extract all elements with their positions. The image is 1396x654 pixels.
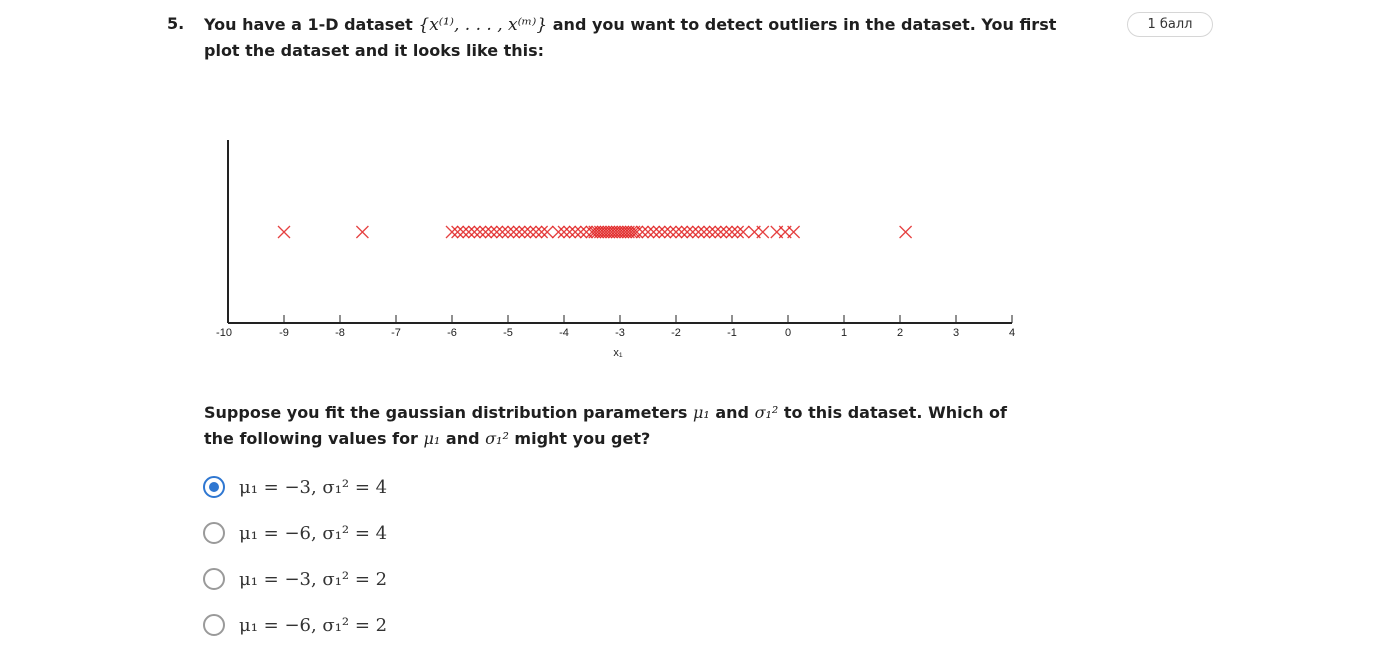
data-point-x-marker (540, 225, 554, 239)
data-point-x-marker (484, 225, 498, 239)
data-point-x-marker (725, 225, 739, 239)
data-point-x-marker (624, 225, 638, 239)
data-point-x-marker (680, 225, 694, 239)
data-point-x-marker (551, 225, 565, 239)
data-point-x-marker (557, 225, 571, 239)
data-point-x-marker (714, 225, 728, 239)
data-point-x-marker (658, 225, 672, 239)
option-1[interactable]: μ₁ = −3, σ₁² = 4 (203, 474, 387, 500)
x-tick-label: 2 (897, 327, 903, 339)
data-point-x-marker (719, 225, 733, 239)
data-point-x-marker (787, 225, 801, 239)
x-tick-label: -10 (216, 327, 232, 339)
data-point-x-marker (277, 225, 291, 239)
data-point-x-marker (456, 225, 470, 239)
option-4[interactable]: μ₁ = −6, σ₁² = 2 (203, 612, 387, 638)
option-3-label: μ₁ = −3, σ₁² = 2 (239, 568, 388, 590)
x-tick-label: -3 (615, 327, 625, 339)
data-point-x-marker (445, 225, 459, 239)
x-tick-label: -5 (503, 327, 513, 339)
data-point-x-marker (686, 225, 700, 239)
plot-svg: -10 -9 -8 -7 -6 -5 -4 -3 -2 -1 0 1 2 3 4x₁ (216, 140, 1015, 359)
sub-question-text: Suppose you fit the gaussian distributio… (204, 400, 1024, 452)
data-point-x-marker (899, 225, 913, 239)
x-tick-label: 1 (841, 327, 847, 339)
option-3-radio[interactable] (203, 568, 225, 590)
points-badge: 1 балл (1127, 12, 1213, 37)
mu-math-2: μ₁ (423, 429, 441, 448)
mu-math: μ₁ (692, 403, 710, 422)
x-axis-label: x₁ (613, 347, 623, 359)
data-point-x-marker (563, 225, 577, 239)
data-point-x-marker (669, 225, 683, 239)
sub-text-part2: and (709, 403, 755, 422)
data-point-x-marker (473, 225, 487, 239)
x-tick-label: 3 (953, 327, 959, 339)
option-3[interactable]: μ₁ = −3, σ₁² = 2 (203, 566, 387, 592)
x-tick-label: -9 (279, 327, 289, 339)
dataset-plot: -10 -9 -8 -7 -6 -5 -4 -3 -2 -1 0 1 2 3 4 x₁ (200, 130, 1030, 370)
data-point-x-marker (501, 225, 515, 239)
x-tick-label: -2 (671, 327, 681, 339)
question-number: 5. (167, 14, 185, 33)
data-point-x-marker (697, 225, 711, 239)
data-point-x-marker (568, 225, 582, 239)
x-tick-label: 4 (1009, 327, 1015, 339)
sigma-math: σ₁² (754, 403, 779, 422)
option-1-label: μ₁ = −3, σ₁² = 4 (239, 476, 388, 498)
data-point-x-marker (535, 225, 549, 239)
x-tick-label: -4 (559, 327, 569, 339)
x-tick-label: -6 (447, 327, 457, 339)
question-text-part1: You have a 1-D dataset (204, 15, 419, 34)
option-4-label: μ₁ = −6, σ₁² = 2 (239, 614, 388, 636)
data-point-x-marker (736, 225, 750, 239)
question-text: You have a 1-D dataset {x⁽¹⁾, . . . , x⁽… (204, 12, 1084, 64)
data-point-x-marker (495, 225, 509, 239)
option-2-label: μ₁ = −6, σ₁² = 4 (239, 522, 388, 544)
x-tick-label: 0 (785, 327, 791, 339)
data-point-x-marker (518, 225, 532, 239)
data-point-x-marker (708, 225, 722, 239)
data-point-x-marker (675, 225, 689, 239)
data-point-x-marker (641, 225, 655, 239)
sub-text-part4: and (440, 429, 486, 448)
option-4-radio[interactable] (203, 614, 225, 636)
data-point-x-marker (462, 225, 476, 239)
data-point-x-marker (467, 225, 481, 239)
data-point-x-marker (529, 225, 543, 239)
x-tick-label: -8 (335, 327, 345, 339)
data-point-x-marker (630, 225, 644, 239)
data-point-x-marker (691, 225, 705, 239)
option-2[interactable]: μ₁ = −6, σ₁² = 4 (203, 520, 387, 546)
option-2-radio[interactable] (203, 522, 225, 544)
data-point-x-marker (512, 225, 526, 239)
data-point-x-marker (731, 225, 745, 239)
sigma-math-2: σ₁² (485, 429, 509, 448)
data-point-x-marker (756, 225, 770, 239)
x-tick-label: -1 (727, 327, 737, 339)
data-point-x-marker (490, 225, 504, 239)
question-text-part2: and you want to detect outliers in the d… (204, 15, 1057, 60)
sub-text-part3: to this dataset. Which of the following … (204, 403, 1007, 448)
sub-text-part1: Suppose you fit the gaussian distributio… (204, 403, 693, 422)
data-point-x-marker (355, 225, 369, 239)
data-point-x-marker (507, 225, 521, 239)
data-point-x-marker (451, 225, 465, 239)
data-point-x-marker (652, 225, 666, 239)
data-point-x-marker (523, 225, 537, 239)
data-point-x-marker (479, 225, 493, 239)
data-point-x-marker (647, 225, 661, 239)
data-point-x-marker (663, 225, 677, 239)
x-tick-label: -7 (391, 327, 401, 339)
data-point-x-marker (635, 225, 649, 239)
dataset-math: {x⁽¹⁾, . . . , x⁽ᵐ⁾} (418, 15, 548, 35)
data-point-x-marker (703, 225, 717, 239)
option-1-radio[interactable] (203, 476, 225, 498)
data-point-x-marker (574, 225, 588, 239)
sub-text-part5: might you get? (508, 429, 651, 448)
